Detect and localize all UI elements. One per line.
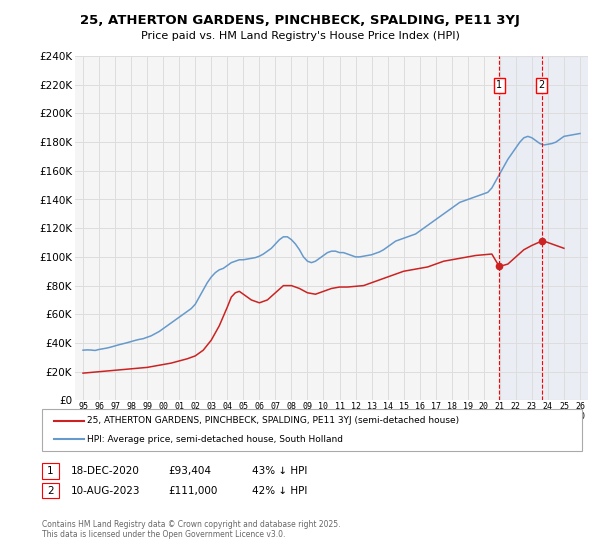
Text: 43% ↓ HPI: 43% ↓ HPI [252, 466, 307, 476]
Text: HPI: Average price, semi-detached house, South Holland: HPI: Average price, semi-detached house,… [87, 435, 343, 444]
Text: 25, ATHERTON GARDENS, PINCHBECK, SPALDING, PE11 3YJ: 25, ATHERTON GARDENS, PINCHBECK, SPALDIN… [80, 14, 520, 27]
Text: 2: 2 [539, 80, 545, 90]
Text: 18-DEC-2020: 18-DEC-2020 [71, 466, 140, 476]
Text: 2: 2 [47, 486, 54, 496]
Bar [500, 56, 596, 400]
Text: 1: 1 [496, 80, 502, 90]
Text: Price paid vs. HM Land Registry's House Price Index (HPI): Price paid vs. HM Land Registry's House … [140, 31, 460, 41]
Text: Contains HM Land Registry data © Crown copyright and database right 2025.
This d: Contains HM Land Registry data © Crown c… [42, 520, 341, 539]
Text: £111,000: £111,000 [168, 486, 217, 496]
Text: £93,404: £93,404 [168, 466, 211, 476]
Text: 42% ↓ HPI: 42% ↓ HPI [252, 486, 307, 496]
Text: 10-AUG-2023: 10-AUG-2023 [71, 486, 140, 496]
Text: 25, ATHERTON GARDENS, PINCHBECK, SPALDING, PE11 3YJ (semi-detached house): 25, ATHERTON GARDENS, PINCHBECK, SPALDIN… [87, 416, 459, 425]
Text: 1: 1 [47, 466, 54, 476]
